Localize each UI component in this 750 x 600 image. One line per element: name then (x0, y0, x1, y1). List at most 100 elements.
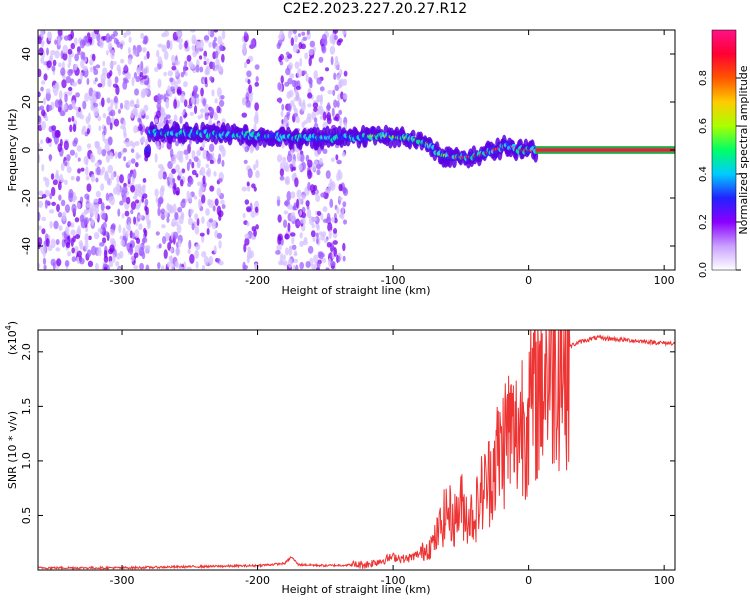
heatmap-cell (307, 92, 313, 99)
heatmap-cell (71, 256, 77, 262)
heatmap-cell (71, 115, 75, 122)
heatmap-cell (114, 151, 118, 159)
snr-series-line (38, 330, 675, 570)
heatmap-cell (194, 213, 199, 221)
heatmap-cell (219, 44, 224, 52)
y-tick-label: 1.0 (20, 452, 33, 470)
heatmap-cell (54, 99, 61, 108)
heatmap-marks (38, 30, 675, 270)
heatmap-cell (193, 105, 198, 115)
heatmap-cell (191, 44, 196, 52)
heatmap-cell (56, 203, 60, 213)
colorbar-tick-label: 0.8 (698, 70, 709, 86)
heatmap-cell (139, 108, 146, 116)
heatmap-cell (95, 190, 101, 198)
heatmap-cell (58, 62, 62, 68)
heatmap-cell (180, 213, 185, 220)
heatmap-cell (133, 72, 138, 79)
heatmap-cell (170, 155, 177, 165)
heatmap-cell (241, 186, 247, 192)
heatmap-cell (290, 232, 296, 237)
heatmap-cell (47, 138, 52, 143)
heatmap-cell (157, 56, 163, 65)
heatmap-cell (91, 53, 96, 62)
x-tick-label: -200 (245, 274, 270, 287)
heatmap-cell (126, 72, 131, 80)
heatmap-cell (167, 85, 171, 95)
heatmap-cell (141, 251, 146, 260)
heatmap-cell (49, 220, 53, 229)
heatmap-cell (50, 186, 56, 197)
heatmap-cell (123, 156, 127, 162)
heatmap-cell (122, 185, 128, 195)
heatmap-cell (276, 244, 282, 251)
heatmap-cell (206, 167, 212, 178)
heatmap-cell (123, 103, 128, 110)
heatmap-cell (133, 216, 136, 225)
heatmap-cell (109, 244, 115, 253)
heatmap-cell (315, 163, 322, 170)
heatmap-cell (101, 97, 105, 108)
heatmap-cell (41, 228, 46, 235)
heatmap-cell (284, 247, 289, 256)
heatmap-cell (57, 36, 61, 47)
heatmap-cell (281, 103, 285, 111)
heatmap-cell (336, 206, 340, 215)
heatmap-cell (38, 106, 41, 111)
heatmap-cell (134, 88, 140, 96)
heatmap-cell (64, 93, 68, 103)
heatmap-cell (301, 70, 307, 75)
y-tick-label: -40 (20, 237, 33, 255)
heatmap-cell (103, 255, 109, 263)
heatmap-cell (162, 235, 167, 245)
heatmap-cell (64, 260, 70, 267)
heatmap-cell (341, 30, 347, 35)
heatmap-cell (300, 212, 307, 219)
heatmap-cell (190, 63, 196, 70)
heatmap-cell (103, 266, 108, 270)
heatmap-cell (300, 102, 306, 112)
heatmap-cell (338, 196, 343, 201)
heatmap-cell (208, 41, 212, 48)
heatmap-cell (160, 265, 165, 270)
heatmap-cell (175, 190, 180, 196)
heatmap-cell (66, 154, 71, 162)
x-tick-label: 0 (525, 574, 532, 587)
heatmap-cell (283, 210, 289, 215)
heatmap-cell (132, 49, 138, 57)
heatmap-cell (342, 255, 346, 262)
heatmap-cell (214, 98, 218, 104)
heatmap-cell (189, 30, 196, 33)
heatmap-cell (130, 158, 136, 164)
snr-multiplier-base: (x10 (6, 330, 19, 355)
snr-ylabel: SNR (10 * v/v) (6, 411, 19, 489)
heatmap-cell (292, 205, 296, 211)
heatmap-cell (242, 261, 246, 270)
heatmap-cell (327, 182, 334, 191)
heatmap-cell (190, 95, 195, 105)
x-tick-label: -200 (245, 574, 270, 587)
heatmap-cell (95, 262, 99, 270)
heatmap-cell (319, 115, 324, 120)
heatmap-cell (307, 245, 314, 254)
heatmap-cell (320, 212, 324, 221)
heatmap-cell (146, 221, 151, 230)
heatmap-cell (86, 202, 91, 208)
heatmap-cell (166, 261, 171, 268)
heatmap-cell (90, 104, 95, 111)
heatmap-cell (54, 82, 59, 90)
heatmap-cell (84, 240, 89, 251)
heatmap-cell (318, 56, 324, 63)
heatmap-cell (241, 112, 248, 118)
heatmap-cell (93, 102, 99, 108)
heatmap-cell (316, 210, 322, 217)
heatmap-cell (306, 30, 310, 36)
heatmap-cell (121, 213, 125, 219)
heatmap-cell (284, 165, 290, 172)
heatmap-cell (299, 240, 304, 248)
heatmap-cell (91, 90, 98, 100)
heatmap-cell (247, 168, 253, 179)
heatmap-cell (193, 195, 198, 200)
heatmap-cell (315, 194, 321, 203)
heatmap-cell (335, 154, 339, 161)
